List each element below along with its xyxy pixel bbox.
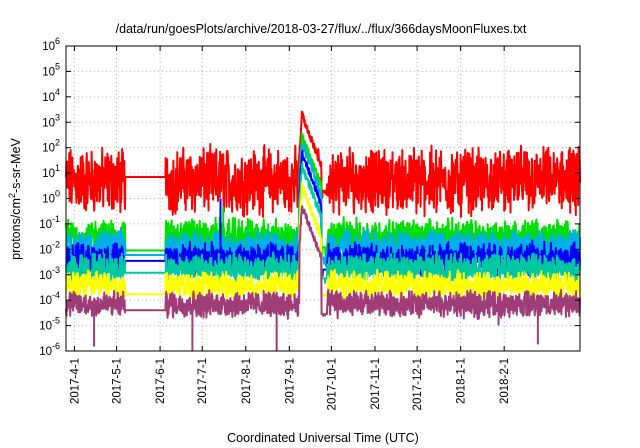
y-tick-label: 10-3 xyxy=(39,265,60,282)
y-tick-label: 103 xyxy=(42,112,60,129)
series-line xyxy=(65,181,581,301)
y-tick-base: 10 xyxy=(42,41,55,53)
x-tick-label: 2017-6-1 xyxy=(155,358,167,404)
y-axis-label-suffix: -s-sr-MeV xyxy=(9,137,23,193)
y-tick-exponent: -1 xyxy=(52,214,60,224)
y-tick-base: 10 xyxy=(39,295,52,307)
y-axis-label: protons/cm2-s-sr-MeV xyxy=(7,137,23,259)
series-group xyxy=(65,162,581,286)
y-tick-label: 104 xyxy=(42,87,60,104)
chart-title: /data/run/goesPlots/archive/2018-03-27/f… xyxy=(116,22,527,36)
y-tick-label: 10-4 xyxy=(39,290,60,307)
x-tick-label: 2017-9-1 xyxy=(284,358,296,404)
y-tick-base: 10 xyxy=(42,92,55,104)
series-group xyxy=(65,149,581,279)
y-tick-exponent: 4 xyxy=(55,87,60,97)
series-line xyxy=(65,149,581,279)
y-axis-label-prefix: protons/cm xyxy=(9,198,23,260)
y-tick-label: 102 xyxy=(42,138,60,155)
y-tick-base: 10 xyxy=(39,270,52,282)
x-tick-label: 2018-2-1 xyxy=(499,358,511,404)
y-tick-base: 10 xyxy=(42,66,55,78)
x-tick-label: 2017-11-1 xyxy=(370,358,382,410)
x-tick-label: 2017-7-1 xyxy=(197,358,209,404)
y-tick-label: 106 xyxy=(42,36,60,53)
y-tick-base: 10 xyxy=(39,244,52,256)
series-group xyxy=(65,132,581,259)
y-axis: 10-610-510-410-310-210-11001011021031041… xyxy=(39,36,580,358)
series-line xyxy=(65,132,581,259)
plot-area xyxy=(65,110,581,351)
y-tick-exponent: 3 xyxy=(55,112,60,122)
x-axis: 2017-4-1 2017-5-1 2017-6-1 2017-7-1 2017-8-1… xyxy=(69,46,511,410)
series-group xyxy=(65,110,581,218)
y-tick-base: 10 xyxy=(42,117,55,129)
series-group xyxy=(65,181,581,301)
y-tick-base: 10 xyxy=(42,194,55,206)
y-tick-base: 10 xyxy=(39,346,52,358)
x-axis-label: Coordinated Universal Time (UTC) xyxy=(227,431,419,445)
y-tick-base: 10 xyxy=(39,321,52,333)
y-tick-label: 100 xyxy=(42,189,60,206)
x-tick-label: 2017-10-1 xyxy=(326,358,338,410)
y-tick-exponent: -6 xyxy=(52,341,60,351)
y-tick-exponent: 5 xyxy=(55,61,60,71)
series-line xyxy=(65,162,581,286)
y-tick-exponent: -2 xyxy=(52,239,60,249)
y-tick-exponent: 2 xyxy=(55,138,60,148)
y-tick-base: 10 xyxy=(42,143,55,155)
y-tick-exponent: 0 xyxy=(55,189,60,199)
x-tick-label: 2017-8-1 xyxy=(241,358,253,404)
series-line xyxy=(65,205,581,320)
y-tick-exponent: 1 xyxy=(55,163,60,173)
series-group xyxy=(65,205,581,351)
y-tick-exponent: -3 xyxy=(52,265,60,275)
x-tick-label: 2018-1-1 xyxy=(456,358,468,404)
y-tick-base: 10 xyxy=(39,219,52,231)
y-tick-label: 10-5 xyxy=(39,316,60,333)
x-tick-label: 2017-4-1 xyxy=(69,358,81,404)
x-tick-label: 2017-12-1 xyxy=(412,358,424,410)
y-tick-label: 10-1 xyxy=(39,214,60,231)
y-tick-exponent: -5 xyxy=(52,316,60,326)
series-line xyxy=(65,110,581,218)
y-tick-exponent: -4 xyxy=(52,290,60,300)
y-axis-label-sup: 2 xyxy=(7,193,17,198)
x-tick-label: 2017-5-1 xyxy=(112,358,124,404)
y-tick-label: 10-2 xyxy=(39,239,60,256)
y-tick-label: 101 xyxy=(42,163,60,180)
y-tick-label: 10-6 xyxy=(39,341,60,358)
y-tick-base: 10 xyxy=(42,168,55,180)
y-tick-exponent: 6 xyxy=(55,36,60,46)
y-tick-label: 105 xyxy=(42,61,60,78)
